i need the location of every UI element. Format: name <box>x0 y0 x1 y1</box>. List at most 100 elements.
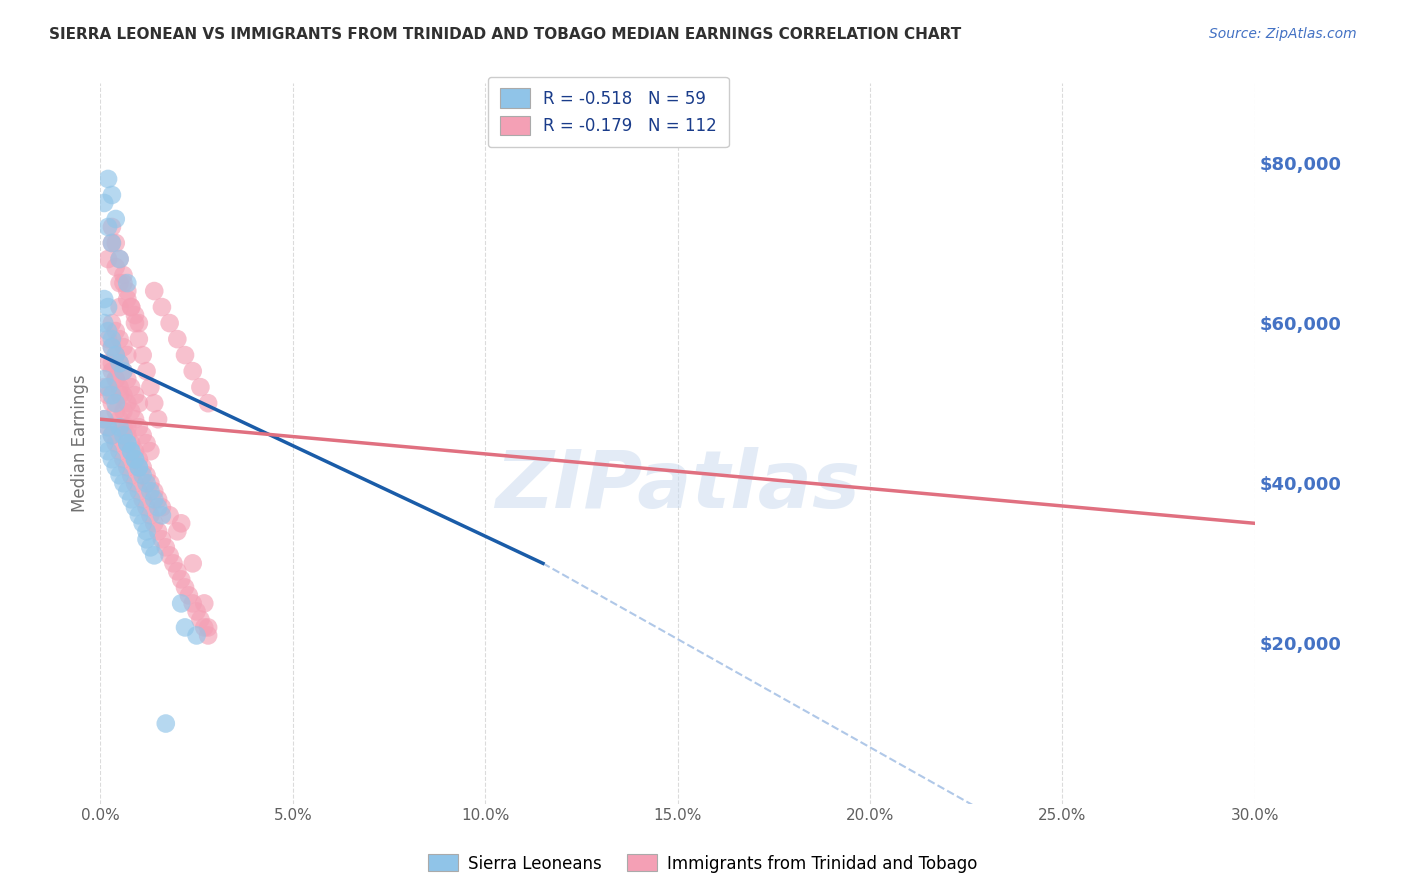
Point <box>108 356 131 370</box>
Point <box>193 596 215 610</box>
Point <box>112 364 135 378</box>
Point <box>108 420 131 434</box>
Point <box>108 380 131 394</box>
Point <box>162 557 184 571</box>
Point <box>150 500 173 515</box>
Point <box>170 516 193 531</box>
Point <box>101 340 124 354</box>
Legend: Sierra Leoneans, Immigrants from Trinidad and Tobago: Sierra Leoneans, Immigrants from Trinida… <box>422 847 984 880</box>
Point <box>120 444 142 458</box>
Point <box>112 476 135 491</box>
Point <box>131 428 153 442</box>
Point <box>108 388 131 402</box>
Point <box>117 420 139 434</box>
Point <box>159 316 181 330</box>
Point <box>181 557 204 571</box>
Point <box>97 332 120 346</box>
Point <box>117 348 139 362</box>
Point <box>97 252 120 266</box>
Point <box>186 628 208 642</box>
Point <box>124 452 146 467</box>
Point <box>117 428 139 442</box>
Point <box>197 628 219 642</box>
Point <box>104 436 127 450</box>
Point <box>143 396 166 410</box>
Point <box>104 235 127 250</box>
Point <box>131 460 153 475</box>
Point <box>101 340 124 354</box>
Point <box>139 508 162 523</box>
Point <box>108 412 131 426</box>
Point <box>143 492 166 507</box>
Point <box>135 468 157 483</box>
Point <box>97 420 120 434</box>
Point <box>112 404 135 418</box>
Point <box>120 300 142 314</box>
Point <box>155 541 177 555</box>
Point <box>150 533 173 547</box>
Point <box>101 219 124 234</box>
Point <box>128 452 150 467</box>
Text: Source: ZipAtlas.com: Source: ZipAtlas.com <box>1209 27 1357 41</box>
Point <box>135 476 157 491</box>
Point <box>120 492 142 507</box>
Point <box>101 188 124 202</box>
Point <box>139 476 162 491</box>
Point <box>159 549 181 563</box>
Point <box>135 364 157 378</box>
Point <box>112 364 135 378</box>
Point <box>108 332 131 346</box>
Point <box>120 436 142 450</box>
Point <box>108 252 131 266</box>
Point <box>108 444 131 458</box>
Point <box>97 324 120 338</box>
Point <box>146 412 169 426</box>
Point <box>93 436 115 450</box>
Point <box>120 404 142 418</box>
Point <box>174 620 197 634</box>
Point <box>101 428 124 442</box>
Point <box>135 436 157 450</box>
Point <box>174 348 197 362</box>
Point <box>93 316 115 330</box>
Text: SIERRA LEONEAN VS IMMIGRANTS FROM TRINIDAD AND TOBAGO MEDIAN EARNINGS CORRELATIO: SIERRA LEONEAN VS IMMIGRANTS FROM TRINID… <box>49 27 962 42</box>
Point <box>139 541 162 555</box>
Point <box>101 428 124 442</box>
Point <box>97 444 120 458</box>
Point <box>101 356 124 370</box>
Point <box>104 460 127 475</box>
Point <box>93 196 115 211</box>
Point <box>124 444 146 458</box>
Point <box>120 380 142 394</box>
Point <box>112 340 135 354</box>
Point <box>135 533 157 547</box>
Point <box>186 604 208 618</box>
Point <box>143 516 166 531</box>
Point <box>104 212 127 227</box>
Point <box>104 404 127 418</box>
Point <box>108 276 131 290</box>
Point <box>97 380 120 394</box>
Point <box>197 620 219 634</box>
Point <box>190 380 212 394</box>
Point <box>177 588 200 602</box>
Point <box>97 219 120 234</box>
Point <box>104 348 127 362</box>
Point <box>146 492 169 507</box>
Point <box>101 364 124 378</box>
Point <box>97 388 120 402</box>
Point <box>93 372 115 386</box>
Point <box>139 380 162 394</box>
Point <box>193 620 215 634</box>
Point <box>104 324 127 338</box>
Point <box>124 316 146 330</box>
Point <box>112 420 135 434</box>
Point <box>101 235 124 250</box>
Point <box>190 612 212 626</box>
Point <box>139 444 162 458</box>
Point <box>108 356 131 370</box>
Point <box>128 508 150 523</box>
Point <box>117 276 139 290</box>
Point <box>117 484 139 499</box>
Point <box>101 396 124 410</box>
